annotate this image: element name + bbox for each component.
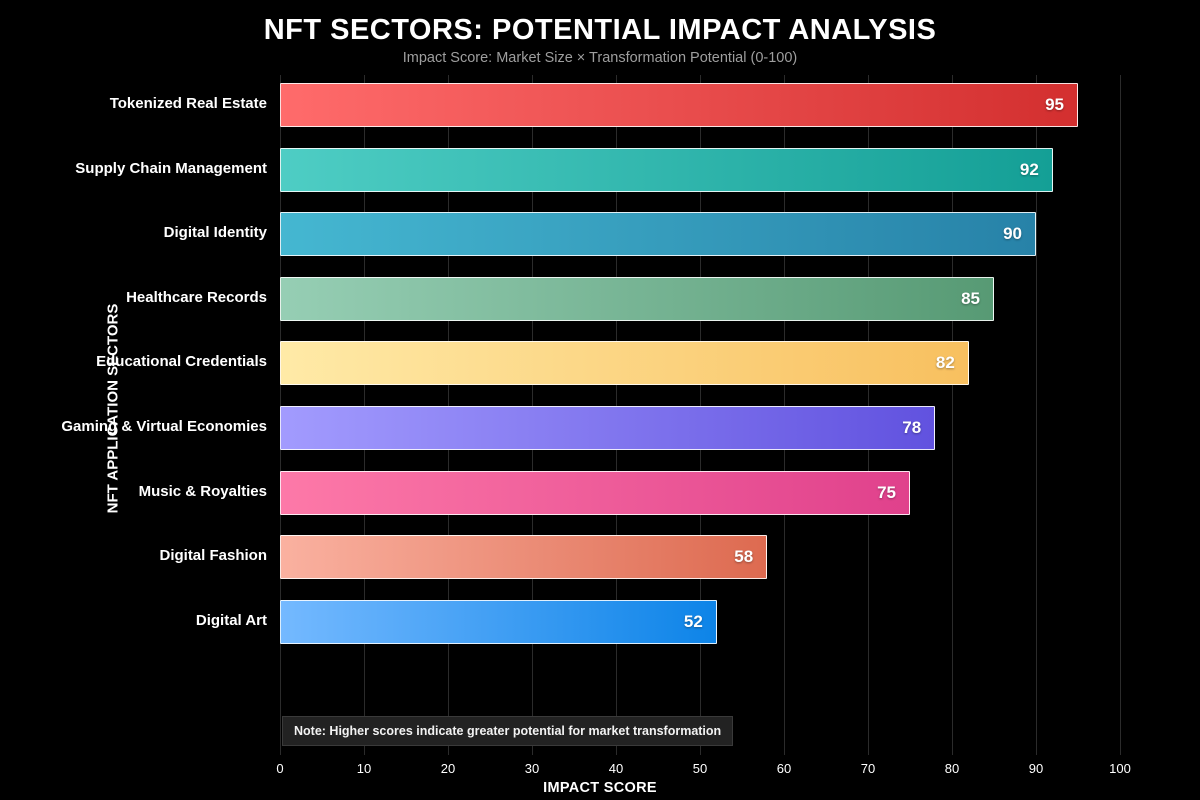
- bar-row: Digital Fashion 58: [159, 535, 1125, 580]
- value-label: 92: [1019, 159, 1039, 179]
- plot-area: Tokenized Real Estate 95 Supply Chain Mana…: [61, 75, 1125, 755]
- gridline-90: [1036, 75, 1037, 755]
- bar-supply-chain-management: 92: [280, 147, 1053, 192]
- note-annotation: Note: Higher scores indicate greater pot…: [282, 716, 734, 746]
- bar-row: Tokenized Real Estate 95: [110, 83, 1125, 127]
- x-tick-70: 70: [860, 761, 876, 776]
- bar-row: Music & Royalties 75: [139, 470, 1125, 515]
- bar-digital-identity: 90: [280, 212, 1036, 257]
- category-label: Supply Chain Management: [75, 159, 267, 177]
- y-axis-label: NFT APPLICATION SECTORS: [104, 303, 122, 514]
- category-label: Tokenized Real Estate: [109, 95, 267, 112]
- x-tick-90: 90: [1028, 761, 1044, 776]
- bar-row: Supply Chain Management 92: [75, 147, 1125, 192]
- value-label: 75: [877, 482, 896, 502]
- category-label: Digital Fashion: [159, 547, 267, 565]
- bar-row: Healthcare Records 85: [126, 276, 1125, 321]
- x-tick-80: 80: [944, 761, 960, 776]
- bar-row: Gaming & Virtual Economies 78: [61, 406, 1125, 450]
- x-tick-30: 30: [524, 761, 540, 776]
- bar-row: Digital Identity 90: [164, 212, 1125, 257]
- chart-title: NFT SECTORS: POTENTIAL IMPACT ANALYSIS: [263, 14, 937, 46]
- bar-row: Digital Art 52: [196, 599, 1125, 644]
- category-label: Educational Credentials: [96, 353, 267, 371]
- x-tick-60: 60: [776, 761, 792, 776]
- value-label: 52: [683, 611, 703, 631]
- x-tick-20: 20: [440, 761, 456, 776]
- x-tick-10: 10: [356, 761, 372, 776]
- bar-gaming-virtual-economies: 78: [280, 406, 936, 450]
- value-label: 90: [1003, 224, 1022, 244]
- category-label: Gaming & Virtual Economies: [61, 418, 267, 435]
- value-label: 85: [961, 288, 980, 308]
- category-label: Healthcare Records: [126, 288, 267, 306]
- category-label: Digital Art: [195, 611, 267, 629]
- bar-row: Educational Credentials 82: [96, 341, 1125, 386]
- bar-educational-credentials: 82: [280, 341, 969, 386]
- gridline-80: [952, 75, 953, 755]
- bar-music-royalties: 75: [280, 470, 910, 515]
- x-tick-40: 40: [608, 761, 624, 776]
- bar-tokenized-real-estate: 95: [280, 83, 1078, 127]
- value-label: 95: [1045, 95, 1064, 114]
- category-label: Music & Royalties: [138, 482, 267, 500]
- x-tick-0: 0: [276, 761, 284, 776]
- bar-healthcare-records: 85: [280, 276, 994, 321]
- value-label: 58: [734, 547, 754, 567]
- value-label: 78: [902, 418, 922, 437]
- chart-subtitle: Impact Score: Market Size × Transformati…: [402, 50, 798, 66]
- gridline-100: [1120, 75, 1121, 755]
- x-tick-100: 100: [1109, 761, 1131, 776]
- category-label: Digital Identity: [163, 224, 267, 242]
- bar-digital-fashion: 58: [280, 535, 768, 580]
- x-axis-label: IMPACT SCORE: [543, 780, 657, 796]
- x-tick-50: 50: [692, 761, 708, 776]
- bar-digital-art: 52: [280, 599, 717, 644]
- value-label: 82: [935, 353, 955, 373]
